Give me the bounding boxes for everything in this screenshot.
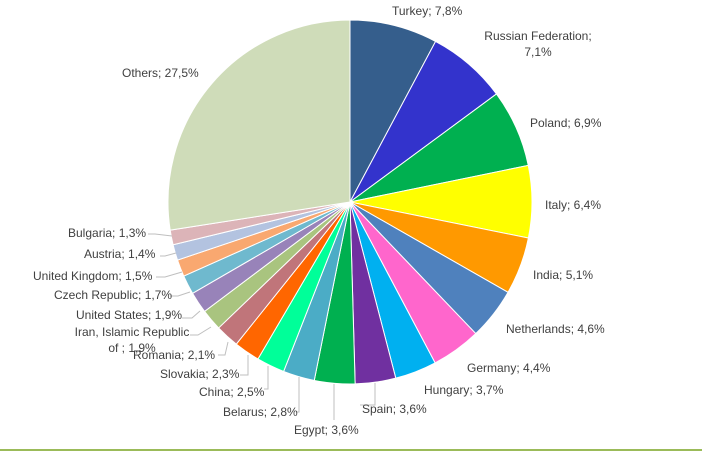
label-romania: Romania; 2,1% bbox=[133, 348, 216, 362]
leader-line-uk bbox=[156, 271, 183, 278]
label-russian-federation: Russian Federation; 7,1% bbox=[478, 29, 598, 59]
label-india: India; 5,1% bbox=[533, 268, 594, 282]
label-iran: Iran, Islamic Republic of ; 1,9% bbox=[72, 325, 192, 355]
pie-slices bbox=[167, 19, 533, 385]
label-poland: Poland; 6,9% bbox=[530, 116, 602, 130]
leader-line-belarus bbox=[296, 377, 300, 413]
label-united-states: United States; 1,9% bbox=[76, 308, 183, 322]
label-china: China; 2,5% bbox=[199, 385, 265, 399]
label-spain: Spain; 3,6% bbox=[362, 402, 427, 416]
label-iran-line2: of ; 1,9% bbox=[108, 341, 156, 355]
label-czech-republic: Czech Republic; 1,7% bbox=[54, 288, 173, 302]
label-egypt: Egypt; 3,6% bbox=[294, 423, 359, 437]
label-turkey: Turkey; 7,8% bbox=[392, 4, 463, 18]
leader-line-iran bbox=[190, 326, 212, 336]
label-bulgaria: Bulgaria; 1,3% bbox=[68, 226, 147, 240]
leader-line-spain bbox=[360, 383, 376, 406]
label-germany: Germany; 4,4% bbox=[467, 361, 551, 375]
bottom-divider bbox=[0, 449, 702, 451]
label-hungary: Hungary; 3,7% bbox=[424, 383, 504, 397]
label-united-kingdom: United Kingdom; 1,5% bbox=[33, 269, 153, 283]
label-others: Others; 27,5% bbox=[122, 66, 199, 80]
leader-line-bulgaria bbox=[148, 233, 173, 237]
leader-line-romania bbox=[218, 341, 229, 356]
leader-lines bbox=[148, 233, 376, 420]
label-russian-federation-line2: 7,1% bbox=[524, 45, 552, 59]
label-russian-federation-line1: Russian Federation; bbox=[484, 29, 592, 43]
label-italy: Italy; 6,4% bbox=[545, 198, 602, 212]
label-netherlands: Netherlands; 4,6% bbox=[506, 322, 605, 336]
label-slovakia: Slovakia; 2,3% bbox=[160, 367, 240, 381]
leader-line-czech bbox=[170, 291, 191, 297]
label-austria: Austria; 1,4% bbox=[84, 247, 156, 261]
leader-line-us bbox=[182, 310, 201, 319]
label-iran-line1: Iran, Islamic Republic bbox=[74, 325, 190, 339]
label-belarus: Belarus; 2,8% bbox=[223, 405, 298, 419]
pie-slice-others bbox=[167, 19, 351, 231]
leader-line-slovakia bbox=[240, 355, 249, 376]
leader-line-china bbox=[264, 366, 269, 390]
leader-line-austria bbox=[160, 252, 177, 257]
